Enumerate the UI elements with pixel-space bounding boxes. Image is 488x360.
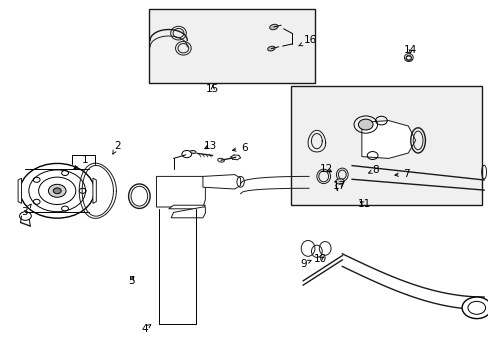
- Text: 8: 8: [368, 165, 378, 175]
- Text: 16: 16: [298, 35, 317, 46]
- Circle shape: [358, 119, 372, 130]
- Ellipse shape: [267, 46, 275, 51]
- Text: 6: 6: [232, 143, 247, 153]
- Text: 4: 4: [141, 324, 150, 334]
- Text: 5: 5: [127, 276, 134, 286]
- Text: 2: 2: [113, 141, 121, 154]
- Text: 14: 14: [403, 45, 417, 55]
- Ellipse shape: [269, 24, 278, 30]
- Polygon shape: [168, 205, 205, 209]
- Text: 3: 3: [21, 204, 31, 217]
- Text: 11: 11: [357, 199, 371, 210]
- Text: 9: 9: [300, 258, 310, 269]
- Text: 15: 15: [205, 84, 219, 94]
- Ellipse shape: [335, 179, 344, 184]
- Polygon shape: [18, 178, 21, 203]
- Circle shape: [53, 188, 61, 194]
- Circle shape: [48, 184, 66, 197]
- Text: 7: 7: [394, 168, 409, 179]
- Polygon shape: [361, 121, 415, 158]
- Circle shape: [461, 297, 488, 319]
- Text: 12: 12: [319, 164, 333, 174]
- Text: 17: 17: [332, 181, 346, 191]
- Bar: [149, 9, 315, 83]
- Polygon shape: [156, 176, 205, 207]
- Text: 1: 1: [74, 155, 89, 169]
- Text: 10: 10: [313, 254, 326, 264]
- Circle shape: [20, 163, 94, 218]
- Text: 13: 13: [203, 141, 217, 151]
- Polygon shape: [203, 175, 240, 189]
- Bar: [290, 86, 481, 205]
- Polygon shape: [93, 178, 96, 203]
- Polygon shape: [171, 207, 205, 218]
- Ellipse shape: [190, 150, 196, 153]
